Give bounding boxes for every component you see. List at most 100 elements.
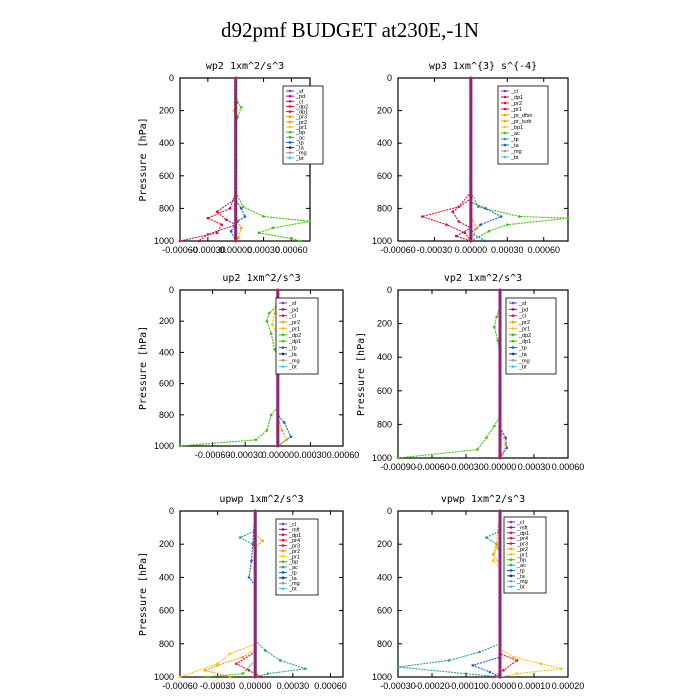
- legend-entry: _sf: [295, 89, 304, 95]
- data-point: [420, 215, 424, 218]
- data-point: [225, 218, 228, 222]
- zero-profile-marker: [498, 351, 502, 355]
- zero-profile-marker: [234, 182, 238, 186]
- data-point: [229, 229, 233, 233]
- data-point: [512, 655, 515, 659]
- data-point: [203, 675, 207, 679]
- zero-profile-marker: [498, 671, 502, 675]
- y-tick-label: 800: [159, 410, 174, 420]
- zero-profile-marker: [498, 448, 502, 452]
- data-point: [266, 672, 270, 675]
- data-point: [265, 429, 269, 432]
- zero-profile-marker: [498, 414, 502, 418]
- legend-entry: _tp: [518, 346, 527, 352]
- x-tick-label: -0.00060: [195, 450, 231, 460]
- zero-profile-marker: [234, 137, 238, 141]
- data-point: [279, 659, 282, 662]
- zero-profile-marker: [253, 513, 257, 517]
- legend-marker: [281, 333, 285, 337]
- legend-entry: _bp: [295, 130, 305, 136]
- legend-marker: [281, 538, 285, 542]
- zero-profile-marker: [498, 372, 502, 376]
- legend-entry: _pd: [288, 307, 298, 313]
- legend-entry: _dp1: [516, 531, 529, 537]
- data-point: [566, 216, 570, 220]
- legend-entry: _bt: [516, 585, 525, 591]
- data-point: [247, 669, 251, 672]
- zero-profile-marker: [498, 330, 502, 334]
- zero-profile-marker: [234, 158, 238, 161]
- data-point: [260, 675, 263, 679]
- legend-marker: [509, 558, 513, 561]
- legend-entry: _cl: [516, 520, 524, 526]
- zero-profile-marker: [498, 397, 502, 401]
- data-point: [493, 424, 496, 428]
- chart-panel-6: vpwp 1xm^2/s^302004006008001000-0.00030-…: [372, 494, 584, 691]
- zero-profile-marker: [253, 646, 257, 650]
- zero-profile-marker: [498, 401, 502, 405]
- y-tick-label: 0: [387, 73, 392, 83]
- legend-marker: [288, 94, 292, 98]
- zero-profile-marker: [469, 174, 473, 178]
- data-point: [471, 664, 475, 667]
- x-tick-label: 0.00030: [518, 462, 551, 472]
- zero-profile-marker: [469, 194, 473, 198]
- zero-profile-marker: [498, 364, 502, 368]
- zero-profile-marker: [276, 389, 280, 393]
- chart-panel-4: vp2 1xm^2/s^302004006008001000-0.00090-0…: [356, 273, 584, 472]
- zero-profile-marker: [469, 182, 473, 186]
- chart-panel-5: upwp 1xm^2/s^3 0 200 400 600 800 1000-0.00060-…: [138, 494, 347, 691]
- legend-marker: [503, 131, 507, 135]
- series-line: [451, 78, 473, 242]
- data-point: [262, 215, 265, 218]
- legend-entry: _pr1: [516, 552, 528, 558]
- legend-entry: _pr2: [288, 320, 300, 326]
- zero-profile-marker: [253, 559, 257, 563]
- zero-profile-marker: [234, 227, 238, 231]
- zero-profile-marker: [498, 534, 502, 538]
- zero-profile-marker: [234, 153, 238, 157]
- legend-marker: [281, 544, 285, 547]
- x-tick-label: -0.00060: [414, 462, 450, 472]
- plot-frame: [397, 289, 569, 459]
- legend-entry: _ta: [516, 574, 526, 580]
- zero-profile-marker: [498, 521, 502, 525]
- zero-profile-marker: [469, 153, 473, 157]
- data-point: [269, 413, 273, 417]
- data-point: [239, 106, 243, 109]
- zero-profile-marker: [234, 84, 238, 88]
- data-point: [476, 205, 480, 209]
- zero-profile-marker: [498, 538, 502, 542]
- y-tick-label: 1000: [372, 672, 392, 682]
- series-line: [397, 511, 501, 678]
- zero-profile-marker: [469, 137, 473, 141]
- data-point: [178, 444, 182, 448]
- zero-profile-marker: [469, 202, 473, 206]
- x-tick-label: 0.00000: [262, 450, 295, 460]
- x-tick-label: 0.00000: [219, 245, 252, 255]
- zero-profile-marker: [498, 317, 502, 321]
- data-point: [457, 220, 461, 223]
- data-point: [396, 456, 400, 460]
- legend-entry: _tp: [288, 346, 297, 352]
- x-tick-label: -0.00060: [380, 245, 416, 255]
- zero-profile-marker: [276, 288, 280, 292]
- data-point: [504, 436, 507, 440]
- legend-marker: [503, 113, 507, 117]
- page-title: d92pmf BUDGET at230E,-1N: [221, 18, 479, 42]
- legend-entry: _mft: [516, 525, 528, 531]
- zero-profile-marker: [498, 292, 502, 296]
- data-point: [485, 436, 488, 440]
- zero-profile-marker: [253, 588, 257, 592]
- data-point: [269, 332, 273, 335]
- zero-profile-marker: [276, 405, 280, 409]
- data-point: [539, 662, 543, 666]
- zero-profile-marker: [498, 571, 502, 575]
- legend-entry: _ac: [295, 135, 305, 141]
- zero-profile-marker: [253, 517, 257, 521]
- zero-profile-marker: [469, 206, 473, 210]
- y-tick-label: 400: [377, 138, 392, 148]
- zero-profile-marker: [498, 385, 502, 389]
- legend-entry: _bt: [518, 365, 527, 371]
- legend-entry: _pr2: [518, 320, 530, 326]
